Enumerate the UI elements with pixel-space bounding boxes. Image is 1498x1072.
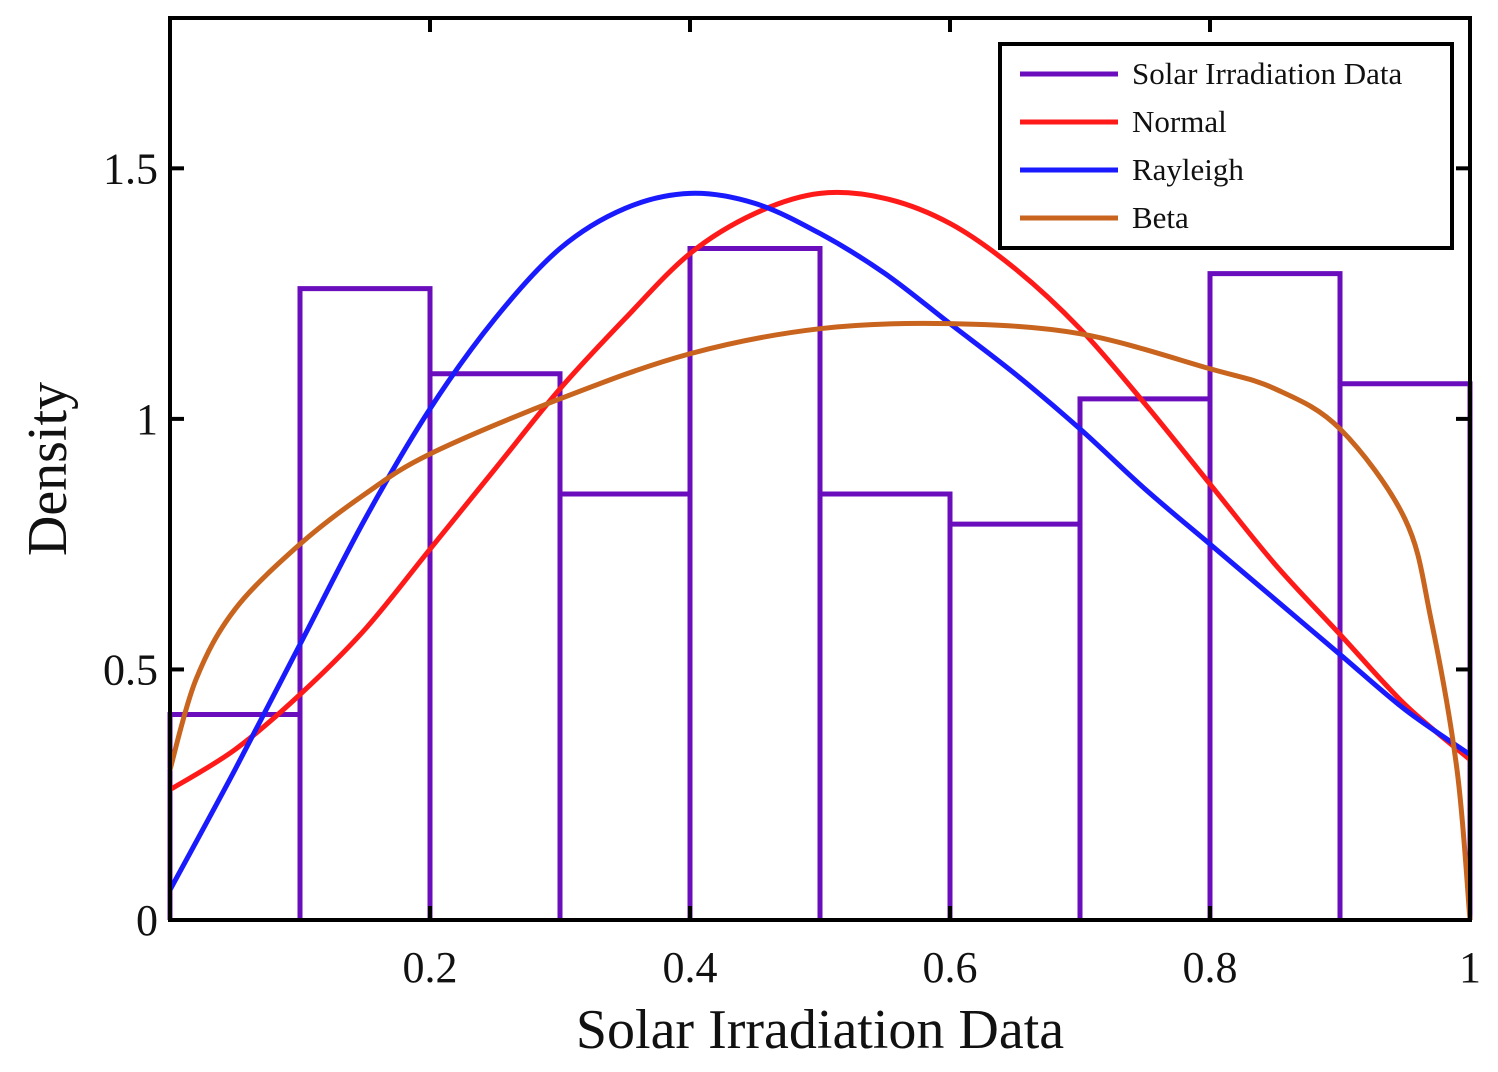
y-axis-label: Density — [17, 382, 79, 556]
x-tick-label: 0.6 — [923, 943, 978, 992]
tick-labels: 0.2 0.4 0.6 0.8 1 0 0.5 1 1.5 — [103, 144, 1481, 992]
legend-label-normal: Normal — [1132, 104, 1227, 139]
x-tick-label: 0.2 — [403, 943, 458, 992]
legend-label-solar-irradiation-data: Solar Irradiation Data — [1132, 56, 1403, 91]
legend-label-rayleigh: Rayleigh — [1132, 152, 1244, 187]
plot-area — [167, 246, 1473, 920]
ticks — [170, 18, 1472, 922]
axes-frame — [168, 16, 1472, 922]
y-tick-label: 0.5 — [103, 645, 158, 694]
fitted-curves — [167, 189, 1473, 921]
x-tick-label: 1 — [1459, 943, 1481, 992]
x-tick-label: 0.8 — [1183, 943, 1238, 992]
normal-curve — [168, 189, 1472, 792]
y-tick-label: 1 — [136, 395, 158, 444]
y-tick-label: 0 — [136, 896, 158, 945]
rayleigh-curve — [167, 190, 1472, 892]
x-tick-label: 0.4 — [663, 943, 718, 992]
y-tick-label: 1.5 — [103, 144, 158, 193]
beta-curve — [167, 320, 1473, 921]
legend: Solar Irradiation Data Normal Rayleigh B… — [998, 42, 1454, 250]
legend-label-beta: Beta — [1132, 200, 1189, 235]
legend-box — [998, 42, 1454, 250]
histogram-outline — [167, 246, 1473, 920]
x-axis-label: Solar Irradiation Data — [576, 999, 1064, 1061]
